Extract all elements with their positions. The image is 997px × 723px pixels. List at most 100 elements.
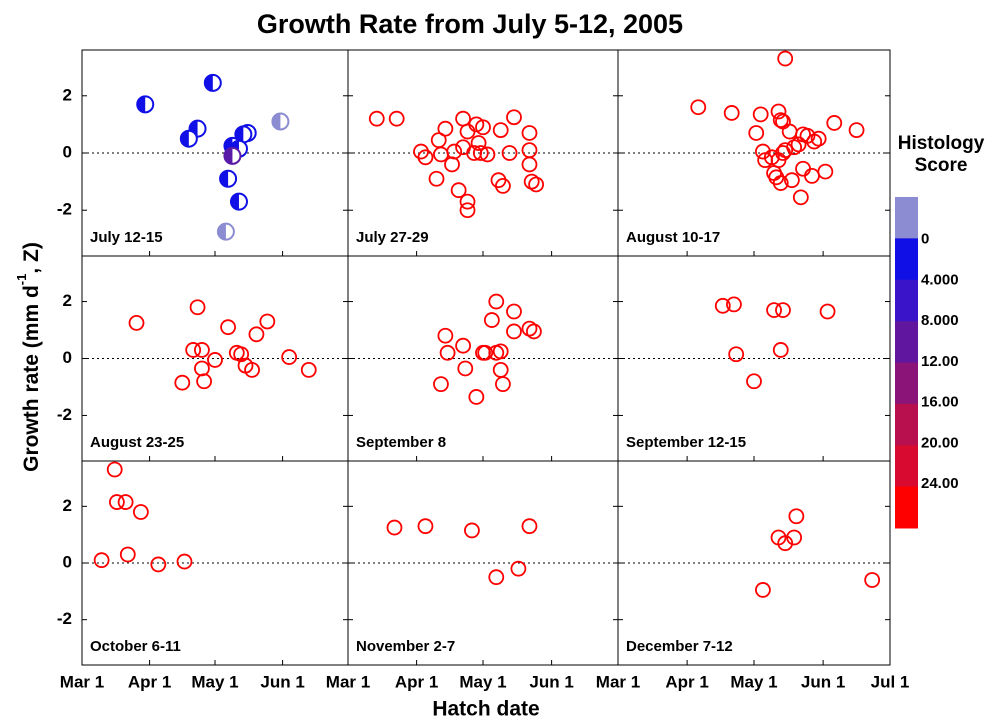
- point: [468, 389, 485, 405]
- x-tick-label: May 1: [191, 672, 238, 691]
- point: [132, 504, 149, 520]
- point: [772, 112, 789, 128]
- colorbar-tick-label: 20.00: [921, 434, 959, 451]
- point: [455, 110, 471, 127]
- x-tick-label: Jun 1: [801, 672, 845, 691]
- point: [459, 202, 476, 219]
- colorbar-band: [895, 279, 918, 322]
- x-tick-label: Jun 1: [529, 672, 573, 691]
- point: [501, 145, 518, 161]
- point: [444, 156, 460, 173]
- y-tick-label: -2: [57, 200, 72, 219]
- point: [510, 560, 527, 577]
- panel-label: November 2-7: [356, 638, 455, 655]
- point: [521, 156, 538, 173]
- x-tick-label: Apr 1: [665, 672, 708, 691]
- point-half: [230, 193, 239, 210]
- point: [93, 552, 110, 569]
- point: [248, 326, 265, 343]
- y-tick-label: 2: [63, 85, 72, 104]
- point: [523, 173, 540, 190]
- point-half: [180, 130, 189, 147]
- point: [777, 50, 794, 67]
- x-tick-label: Jul 1: [871, 672, 910, 691]
- chart-title: Growth Rate from July 5-12, 2005: [257, 9, 683, 39]
- colorbar-band: [895, 445, 918, 488]
- y-tick-label: 2: [63, 496, 72, 515]
- point: [726, 296, 742, 313]
- point: [795, 160, 811, 177]
- point: [755, 143, 771, 160]
- point: [488, 293, 505, 310]
- point: [185, 342, 202, 358]
- point: [772, 342, 789, 358]
- panel-label: July 12-15: [90, 229, 163, 246]
- point: [777, 142, 794, 159]
- colorbar-band: [895, 403, 918, 446]
- point: [220, 319, 236, 336]
- point: [777, 535, 794, 552]
- point: [388, 110, 405, 127]
- point: [368, 110, 385, 127]
- point: [417, 149, 434, 166]
- point: [437, 120, 454, 137]
- y-label-part: Growth rate (mm d: [20, 285, 43, 472]
- point: [281, 349, 298, 365]
- point: [714, 297, 731, 314]
- point: [470, 135, 487, 151]
- point: [477, 344, 494, 361]
- point: [244, 361, 260, 378]
- colorbar-band: [895, 486, 918, 529]
- colorbar-tick-label: 12.00: [921, 353, 959, 370]
- x-tick-label: Apr 1: [128, 672, 171, 691]
- x-tick-label: Mar 1: [596, 672, 640, 691]
- point: [464, 522, 480, 539]
- point: [223, 146, 242, 165]
- point: [748, 125, 765, 141]
- colorbar-tick-label: 0: [921, 231, 929, 248]
- point: [459, 193, 476, 210]
- point-half: [137, 96, 146, 113]
- point: [176, 553, 193, 570]
- point: [207, 352, 223, 368]
- point: [506, 109, 522, 126]
- x-tick-label: Apr 1: [395, 672, 438, 691]
- point: [772, 175, 789, 191]
- x-tick-label: May 1: [459, 672, 506, 691]
- point: [174, 374, 191, 391]
- point: [755, 582, 771, 598]
- point: [433, 376, 449, 393]
- point: [506, 323, 522, 340]
- point: [786, 529, 803, 546]
- colorbar-band: [895, 238, 918, 281]
- point: [300, 361, 317, 378]
- point: [472, 145, 489, 161]
- point: [788, 508, 805, 525]
- point: [752, 106, 769, 123]
- point: [781, 123, 798, 140]
- point-half: [272, 113, 281, 130]
- y-axis-label: Growth rate (mm d-1, Z): [14, 242, 42, 472]
- point: [819, 303, 836, 320]
- point: [194, 342, 210, 358]
- point: [810, 130, 827, 147]
- point: [179, 129, 198, 148]
- panel-label: December 7-12: [626, 638, 733, 655]
- panel-label: July 27-29: [356, 229, 429, 246]
- point: [219, 169, 238, 188]
- y-tick-label: 0: [63, 142, 72, 161]
- colorbar-band: [895, 362, 918, 405]
- point: [459, 123, 476, 140]
- point: [439, 344, 456, 361]
- point: [790, 136, 807, 153]
- point: [495, 178, 511, 194]
- point: [483, 312, 500, 328]
- point: [479, 146, 496, 163]
- y-label-superscript: -1: [14, 274, 29, 286]
- point: [475, 119, 491, 136]
- point: [728, 346, 745, 363]
- point: [108, 494, 125, 510]
- point: [128, 315, 145, 331]
